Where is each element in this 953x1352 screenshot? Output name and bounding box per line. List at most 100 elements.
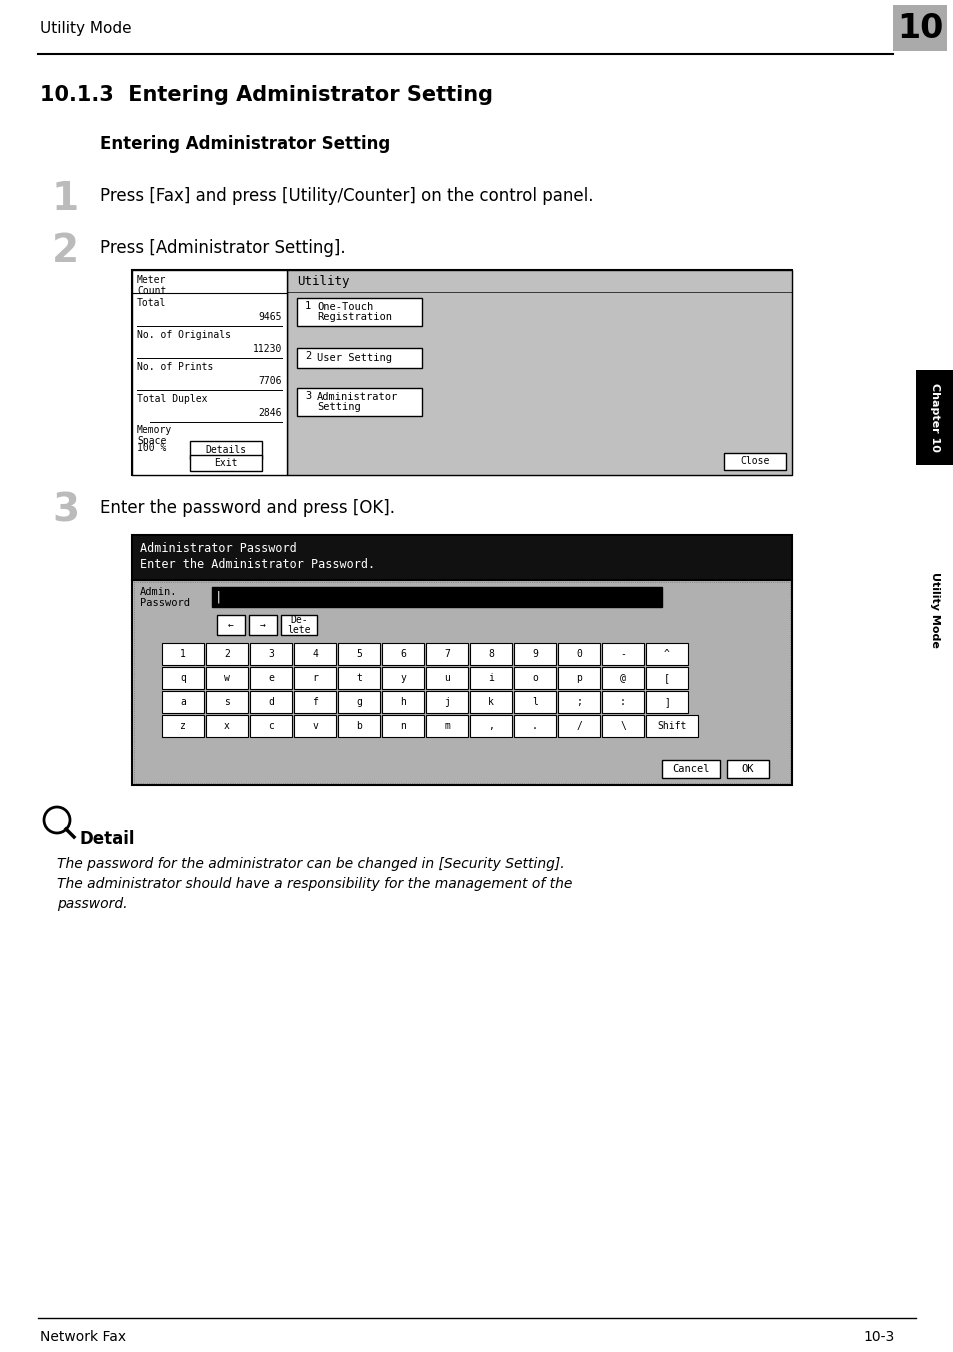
Bar bbox=[287, 270, 791, 475]
Text: v: v bbox=[312, 721, 317, 731]
Bar bbox=[645, 667, 687, 690]
Bar bbox=[381, 667, 423, 690]
Bar bbox=[250, 691, 292, 713]
Bar bbox=[514, 644, 556, 665]
Text: .: . bbox=[532, 721, 537, 731]
Bar bbox=[190, 441, 262, 458]
Text: :: : bbox=[619, 698, 625, 707]
Text: Enter the Administrator Password.: Enter the Administrator Password. bbox=[140, 558, 375, 571]
Bar bbox=[133, 581, 789, 783]
Text: Detail: Detail bbox=[80, 830, 135, 848]
Text: Utility Mode: Utility Mode bbox=[40, 20, 132, 35]
Bar bbox=[645, 715, 698, 737]
Bar bbox=[216, 615, 245, 635]
Text: a: a bbox=[180, 698, 186, 707]
Bar bbox=[132, 535, 791, 580]
Text: n: n bbox=[399, 721, 406, 731]
Bar bbox=[249, 615, 276, 635]
Bar bbox=[426, 644, 468, 665]
Text: w: w bbox=[224, 673, 230, 683]
Text: Press [Administrator Setting].: Press [Administrator Setting]. bbox=[100, 239, 345, 257]
Text: Cancel: Cancel bbox=[672, 764, 709, 773]
Text: [: [ bbox=[663, 673, 669, 683]
Text: 7706: 7706 bbox=[258, 376, 282, 387]
Text: 9: 9 bbox=[532, 649, 537, 658]
Text: 1: 1 bbox=[52, 180, 79, 218]
Text: 1: 1 bbox=[180, 649, 186, 658]
Text: 11230: 11230 bbox=[253, 343, 282, 354]
Text: The administrator should have a responsibility for the management of the: The administrator should have a responsi… bbox=[57, 877, 572, 891]
Text: 2846: 2846 bbox=[258, 408, 282, 418]
Bar bbox=[294, 644, 335, 665]
Text: /: / bbox=[576, 721, 581, 731]
Text: 9465: 9465 bbox=[258, 312, 282, 322]
Bar bbox=[162, 667, 204, 690]
Text: password.: password. bbox=[57, 896, 128, 911]
Text: No. of Originals: No. of Originals bbox=[137, 330, 231, 339]
Text: Utility Mode: Utility Mode bbox=[929, 572, 939, 648]
Bar bbox=[470, 715, 512, 737]
Bar bbox=[381, 691, 423, 713]
Bar bbox=[212, 587, 661, 607]
Bar bbox=[558, 667, 599, 690]
Bar bbox=[296, 297, 421, 326]
Bar bbox=[381, 644, 423, 665]
Bar bbox=[162, 715, 204, 737]
Text: 2: 2 bbox=[52, 233, 79, 270]
Bar bbox=[337, 715, 379, 737]
Text: Exit: Exit bbox=[214, 458, 237, 468]
Text: Administrator
Setting: Administrator Setting bbox=[316, 392, 397, 412]
Text: De-
lete: De- lete bbox=[287, 615, 311, 635]
Text: 10.1.3  Entering Administrator Setting: 10.1.3 Entering Administrator Setting bbox=[40, 85, 493, 105]
Bar bbox=[426, 667, 468, 690]
Text: No. of Prints: No. of Prints bbox=[137, 362, 213, 372]
Text: One-Touch
Registration: One-Touch Registration bbox=[316, 301, 392, 322]
Text: r: r bbox=[312, 673, 317, 683]
Bar bbox=[915, 0, 953, 1352]
Text: ,: , bbox=[488, 721, 494, 731]
Text: OK: OK bbox=[741, 764, 754, 773]
Text: Admin.
Password: Admin. Password bbox=[140, 587, 190, 608]
Text: 5: 5 bbox=[355, 649, 361, 658]
Bar bbox=[250, 715, 292, 737]
Text: User Setting: User Setting bbox=[316, 353, 392, 362]
Bar bbox=[294, 715, 335, 737]
Text: Meter
Count: Meter Count bbox=[137, 274, 166, 296]
Text: 7: 7 bbox=[443, 649, 450, 658]
Text: x: x bbox=[224, 721, 230, 731]
Bar bbox=[206, 667, 248, 690]
Text: |: | bbox=[214, 591, 222, 603]
Text: k: k bbox=[488, 698, 494, 707]
Text: ;: ; bbox=[576, 698, 581, 707]
Text: h: h bbox=[399, 698, 406, 707]
Text: s: s bbox=[224, 698, 230, 707]
Text: 6: 6 bbox=[399, 649, 406, 658]
Text: Chapter 10: Chapter 10 bbox=[929, 383, 939, 452]
Text: @: @ bbox=[619, 673, 625, 683]
Text: Network Fax: Network Fax bbox=[40, 1330, 126, 1344]
Bar bbox=[558, 691, 599, 713]
Bar bbox=[661, 760, 720, 777]
Text: b: b bbox=[355, 721, 361, 731]
Text: Total: Total bbox=[137, 297, 166, 308]
Bar bbox=[645, 691, 687, 713]
Text: \: \ bbox=[619, 721, 625, 731]
Text: 100 %: 100 % bbox=[137, 443, 166, 453]
Bar bbox=[601, 715, 643, 737]
Bar bbox=[426, 715, 468, 737]
Bar bbox=[206, 715, 248, 737]
Text: Total Duplex: Total Duplex bbox=[137, 393, 208, 404]
Text: The password for the administrator can be changed in [Security Setting].: The password for the administrator can b… bbox=[57, 857, 564, 871]
Bar bbox=[190, 456, 262, 470]
Bar bbox=[162, 691, 204, 713]
Bar bbox=[294, 667, 335, 690]
Bar bbox=[470, 644, 512, 665]
Text: t: t bbox=[355, 673, 361, 683]
Bar bbox=[645, 644, 687, 665]
Text: y: y bbox=[399, 673, 406, 683]
Text: u: u bbox=[443, 673, 450, 683]
Text: 1: 1 bbox=[305, 301, 311, 311]
Bar bbox=[132, 580, 791, 786]
Bar bbox=[250, 644, 292, 665]
Bar bbox=[281, 615, 316, 635]
